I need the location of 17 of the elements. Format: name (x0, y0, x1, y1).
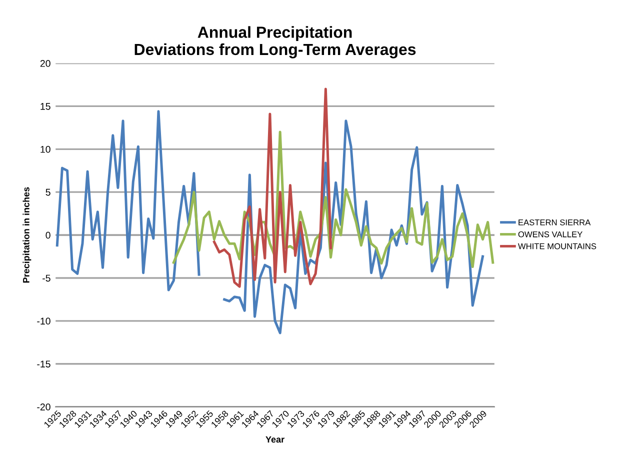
y-tick-label: -10 (37, 318, 50, 325)
y-tick-label: -15 (37, 360, 50, 368)
y-tick-label: 5 (46, 188, 50, 196)
x-axis-title: Year (266, 436, 284, 443)
legend-label: WHITE MOUNTAINS (518, 243, 596, 250)
y-tick-label: 15 (40, 103, 50, 110)
y-tick-label: 10 (40, 146, 50, 153)
legend-label: EASTERN SIERRA (518, 219, 591, 226)
legend-label: OWENS VALLEY (518, 231, 582, 238)
y-axis-title: Precipitation in inches (22, 187, 32, 283)
line-series (212, 88, 332, 288)
line-series (172, 130, 494, 268)
y-tick-label: -20 (37, 404, 50, 410)
y-tick-label: -5 (42, 274, 50, 282)
y-tick-label: 0 (46, 232, 50, 239)
y-tick-label: 20 (40, 60, 50, 67)
chart-title: Annual Precipitation Deviations from Long-Term Averages (134, 26, 416, 58)
